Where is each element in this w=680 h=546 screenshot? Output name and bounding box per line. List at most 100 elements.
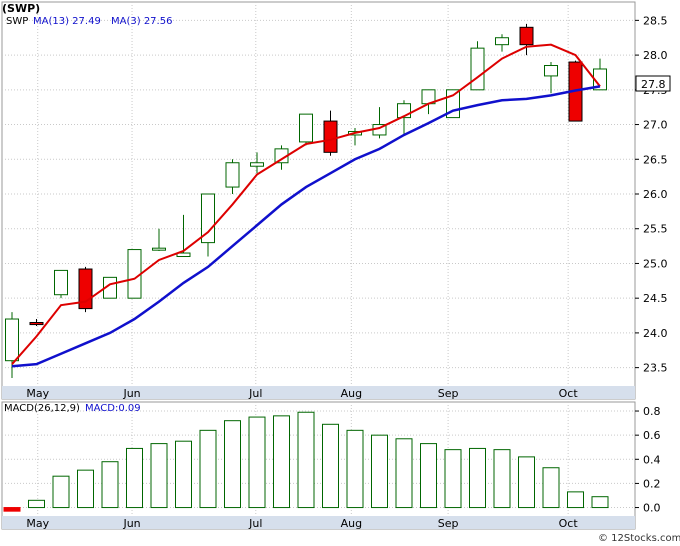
macd-bar [567,491,584,509]
macd-x-tick-label: Sep [438,517,459,530]
last-price-label: 27.8 [641,78,666,91]
candle-body [495,37,509,46]
macd-x-tick-label: Jul [248,517,262,530]
price-x-tick-label: Jun [122,387,140,400]
macd-bar [77,469,94,509]
candle [78,266,93,313]
macd-legend-value: MACD:0.09 [85,403,141,414]
candle [127,249,142,299]
candle [593,58,607,91]
price-y-tick-label: 23.5 [643,362,668,375]
price-x-tick-label: Oct [559,387,579,400]
price-y-tick-label: 25.0 [643,257,668,270]
candle-body [299,113,313,143]
macd-bar [542,467,560,509]
macd-x-tick-label: May [26,517,49,530]
macd-bar [420,443,437,509]
candle [152,228,166,251]
price-y-tick-label: 24.5 [643,292,668,305]
price-x-tick-label: Jul [248,387,262,400]
price-x-tick-label: Sep [438,387,459,400]
macd-y-tick-label: 0.2 [643,477,661,490]
price-y-tick-label: 28.0 [643,49,668,62]
macd-bar [371,434,388,509]
candle-body [250,162,264,167]
macd-bar [273,415,290,509]
candle-body [519,26,534,46]
price-y-tick-label: 24.0 [643,327,668,340]
candle-body [544,65,558,77]
credit-text: © 12Stocks.com [598,533,680,544]
candle [544,62,558,94]
candle [250,152,264,174]
macd-bar [52,475,70,509]
macd-x-tick-label: Jun [122,517,140,530]
macd-bar [126,447,143,509]
macd-bar [591,496,609,509]
price-x-tick-label: Aug [341,387,362,400]
macd-date-strip [2,516,635,529]
candle [470,41,485,91]
candle [201,193,215,257]
candle-body [127,249,142,299]
macd-bar [224,420,241,509]
macd-y-tick-label: 0.6 [643,429,661,442]
candle-body [5,318,19,362]
price-date-strip [2,386,635,399]
macd-x-tick-label: Oct [559,517,579,530]
chart-title: (SWP) [2,2,40,15]
candle-body [54,269,68,296]
macd-bar [28,499,45,509]
candles [5,23,607,379]
macd-bar [175,440,192,509]
macd-bar [199,429,217,509]
macd-bar [322,423,339,509]
legend-symbol: SWP [6,16,28,27]
candle-body [152,247,166,251]
candle-body [29,321,44,326]
macd-y-tick-label: 0.0 [643,502,661,515]
price-y-tick-label: 27.0 [643,119,668,132]
price-y-axis: 23.524.024.525.025.526.026.527.027.528.0… [635,14,668,375]
macd-bar [3,507,21,512]
price-x-axis: May Jun Jul Aug Sep Oct [26,387,578,400]
macd-bar [101,461,119,509]
candle-body [225,162,240,188]
candle-body [176,252,191,258]
price-x-tick-label: May [26,387,49,400]
candle [29,319,44,326]
price-y-tick-label: 25.5 [643,223,668,236]
macd-bars [3,411,609,512]
price-y-tick-label: 26.0 [643,188,668,201]
price-y-tick-label: 26.5 [643,153,668,166]
macd-bar [469,447,486,509]
macd-bar [297,411,315,509]
macd-bar [395,438,413,509]
macd-bar [518,456,535,509]
candle [176,214,191,258]
candle [519,23,534,56]
macd-y-axis: 0.0 0.2 0.4 0.6 0.8 [635,405,661,515]
macd-bar [493,449,511,509]
macd-x-axis: May Jun Jul Aug Sep Oct [26,517,578,530]
candle [323,110,338,156]
macd-bar [150,443,168,509]
macd-panel [1,401,636,530]
candle [225,159,240,194]
macd-y-tick-label: 0.4 [643,453,661,466]
legend-ma-long: MA(13) 27.49 [33,16,101,27]
macd-y-tick-label: 0.8 [643,405,661,418]
price-y-tick-label: 28.5 [643,14,668,27]
macd-bar [248,416,266,509]
candle [299,113,313,146]
macd-bar [444,449,462,509]
last-price-box [635,75,671,92]
candle-body [323,120,338,153]
candle [495,34,509,52]
macd-legend-label: MACD(26,12,9) [4,403,80,414]
macd-bar [346,429,364,509]
macd-x-tick-label: Aug [341,517,362,530]
candle-body [201,193,215,244]
candle [54,269,68,299]
